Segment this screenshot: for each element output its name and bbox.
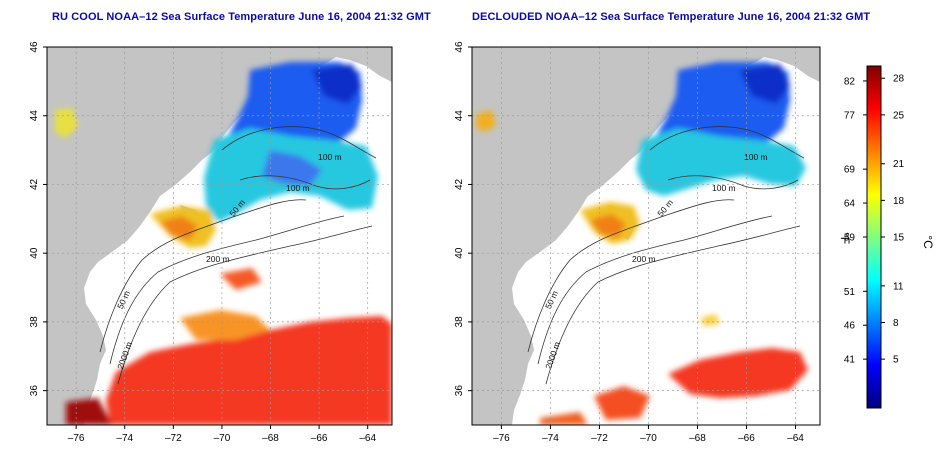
contour-100m-north xyxy=(221,126,377,159)
lat-tick-label: 38 xyxy=(29,316,40,328)
lon-tick-label: –66 xyxy=(738,433,755,444)
lon-tick-label: –64 xyxy=(787,433,804,444)
lat-tick-label: 36 xyxy=(454,385,465,397)
lon-tick-label: –76 xyxy=(493,433,510,444)
sst-warm-gulf-stream xyxy=(668,348,808,398)
sst-dark-red-south xyxy=(66,398,112,425)
contour-200m xyxy=(537,215,773,365)
contour-100m-mid xyxy=(667,175,799,190)
lon-tick-label: –72 xyxy=(165,433,182,444)
lat-tick-label: 44 xyxy=(454,110,465,122)
contour-label: 100 m xyxy=(712,183,736,193)
contour-label: 100 m xyxy=(744,152,768,162)
lat-tick-label: 36 xyxy=(29,385,40,397)
contour-label: 200 m xyxy=(206,254,230,264)
sst-yellow-patch xyxy=(476,110,496,132)
contour-label: 100 m xyxy=(286,183,310,193)
sst-red-small xyxy=(540,412,588,425)
lon-tick-label: –64 xyxy=(359,433,376,444)
lat-lon-grid xyxy=(472,47,820,425)
lat-tick-label: 46 xyxy=(454,41,465,53)
lon-tick-label: –76 xyxy=(68,433,85,444)
lon-tick-label: –74 xyxy=(116,433,133,444)
left-map-title: RU COOL NOAA–12 Sea Surface Temperature … xyxy=(52,11,431,23)
contour-100m-mid xyxy=(239,175,371,190)
map-frame xyxy=(46,46,393,426)
map-frame xyxy=(471,46,821,426)
lon-tick-label: –70 xyxy=(214,433,231,444)
sst-dark-blue-northeast xyxy=(740,64,790,104)
sst-orange-coastal xyxy=(590,214,626,238)
land-mass xyxy=(47,47,392,425)
lon-tick-label: –68 xyxy=(262,433,279,444)
axis-ticks: –76 –74 –72 –70 –68 –66 –64 36 38 40 42 44 46 xyxy=(454,41,804,444)
contour-2000m xyxy=(117,225,373,385)
sst-orange-coastal xyxy=(160,216,198,240)
lat-tick-label: 38 xyxy=(454,316,465,328)
lat-tick-label: 42 xyxy=(29,178,40,190)
lat-tick-label: 44 xyxy=(29,110,40,122)
sst-warm-patches xyxy=(594,386,650,420)
contour-50m xyxy=(527,199,735,353)
contour-label: 200 m xyxy=(632,254,656,264)
lon-tick-label: –68 xyxy=(689,433,706,444)
lon-tick-label: –70 xyxy=(640,433,657,444)
contour-200m xyxy=(109,215,345,365)
lon-tick-label: –74 xyxy=(542,433,559,444)
axis-ticks: –76 –74 –72 –70 –68 –66 –64 36 38 40 42 44 46 xyxy=(29,41,376,444)
sst-cyan-shelf xyxy=(636,128,806,196)
sst-warm-patches xyxy=(180,310,270,340)
lon-tick-label: –66 xyxy=(311,433,328,444)
lat-tick-label: 40 xyxy=(29,247,40,259)
sst-yellow-small xyxy=(700,314,720,326)
lat-lon-grid xyxy=(47,47,392,425)
sst-warm-gulf-stream xyxy=(106,316,392,425)
land-mass xyxy=(472,47,820,425)
sst-blue-banks xyxy=(262,150,322,186)
right-map-title: DECLOUDED NOAA–12 Sea Surface Temperatur… xyxy=(472,11,871,23)
lon-tick-label: –72 xyxy=(591,433,608,444)
contour-100m-north xyxy=(649,126,805,159)
contour-label: 100 m xyxy=(318,152,342,162)
sst-red-patch xyxy=(220,268,262,290)
contour-2000m xyxy=(545,225,801,385)
lat-tick-label: 46 xyxy=(29,41,40,53)
contour-50m xyxy=(99,199,307,353)
lat-tick-label: 40 xyxy=(454,247,465,259)
lat-tick-label: 42 xyxy=(454,178,465,190)
sst-dark-blue-northeast xyxy=(312,64,362,104)
